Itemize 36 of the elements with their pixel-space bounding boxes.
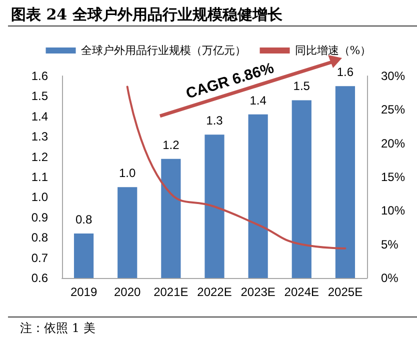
y2-tick-label: 15% — [381, 170, 406, 184]
y2-tick-label: 5% — [381, 237, 399, 252]
x-tick-label: 2022E — [197, 285, 232, 299]
y-tick-label: 1.2 — [31, 150, 48, 164]
x-tick-label: 2020 — [114, 285, 142, 299]
x-tick-label: 2023E — [240, 285, 276, 299]
y-tick-label: 1.6 — [31, 69, 48, 83]
y2-tick-label: 30% — [381, 69, 406, 83]
data-label: 1.3 — [206, 114, 224, 128]
y-tick-label: 1.1 — [31, 170, 48, 184]
y2-tick-label: 10% — [381, 204, 406, 218]
data-label: 0.8 — [75, 212, 92, 227]
y-tick-label: 1.0 — [31, 190, 48, 204]
y-tick-label: 1.4 — [31, 109, 48, 124]
data-label: 1.0 — [119, 166, 136, 180]
y-tick-label: 0.7 — [31, 250, 48, 265]
legend-label: 全球户外用品行业规模（万亿元） — [80, 44, 246, 57]
y2-tick-label: 0% — [381, 271, 399, 285]
data-label: 1.5 — [293, 79, 310, 94]
x-tick-label: 2019 — [70, 285, 98, 299]
chart-title: 图表 24 全球户外用品行业规模稳健增长 — [11, 6, 284, 24]
y2-tick-label: 20% — [381, 136, 406, 150]
x-tick-label: 2021E — [154, 285, 188, 299]
legend-label: 同比增速（%） — [294, 44, 372, 57]
data-label: 1.4 — [250, 93, 267, 108]
data-label: 1.2 — [162, 138, 180, 152]
y-tick-label: 0.8 — [31, 230, 48, 245]
y-tick-label: 0.9 — [31, 210, 48, 224]
x-tick-label: 2024E — [284, 285, 319, 299]
text: 注：依照 1 美 — [20, 321, 96, 335]
x-tick-label: 2025E — [328, 285, 363, 299]
y-tick-label: 1.3 — [31, 130, 48, 144]
y-tick-label: 1.5 — [31, 89, 48, 104]
y2-tick-label: 25% — [381, 102, 406, 117]
y-tick-label: 0.6 — [31, 271, 48, 285]
data-label: 1.6 — [336, 65, 354, 80]
